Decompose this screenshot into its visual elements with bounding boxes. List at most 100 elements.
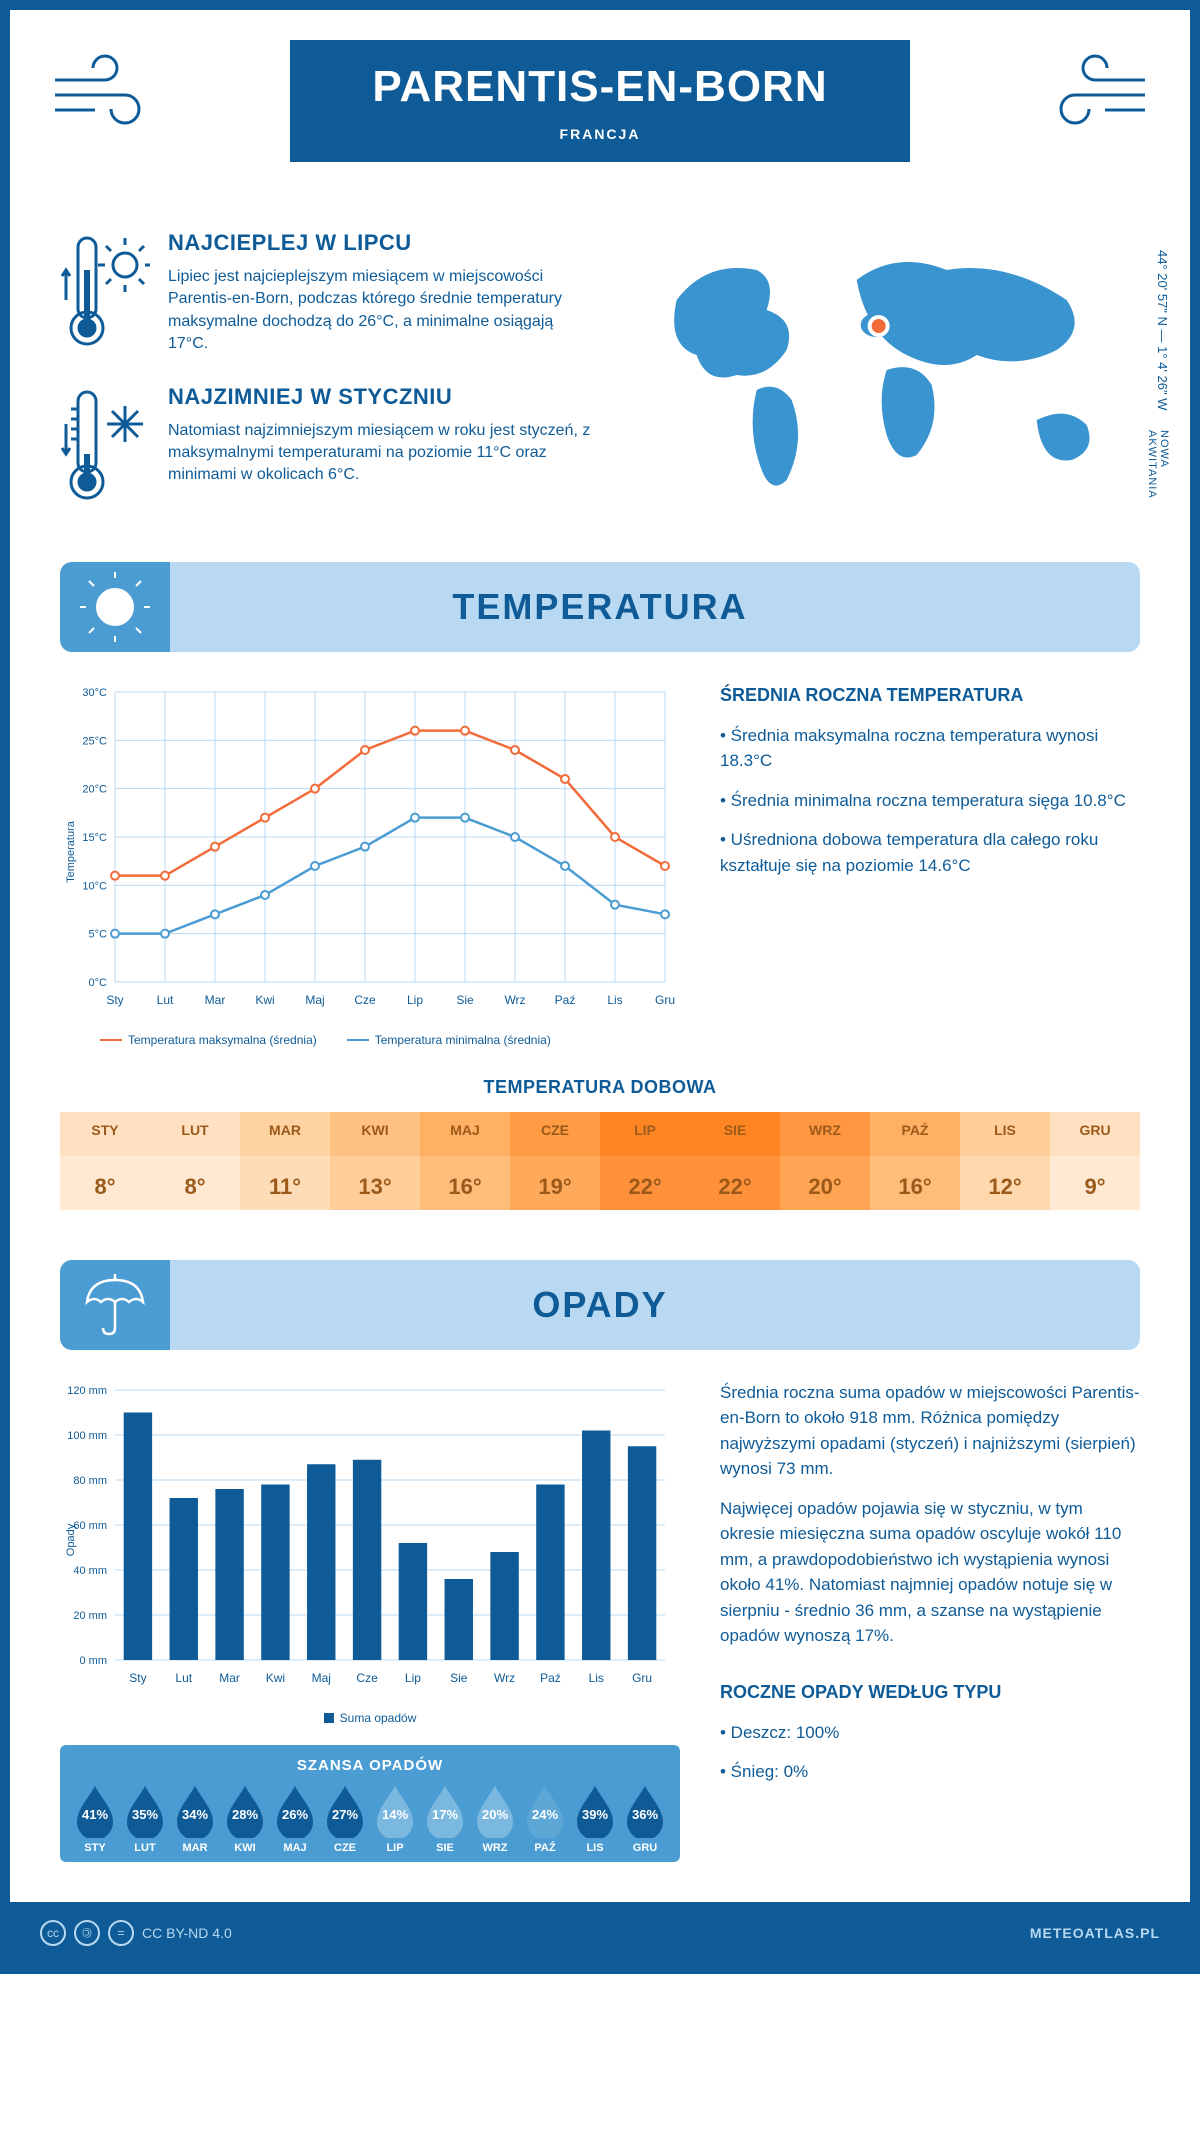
heat-month: MAJ	[420, 1112, 510, 1156]
svg-text:Maj: Maj	[312, 1671, 331, 1685]
svg-text:60 mm: 60 mm	[73, 1520, 107, 1532]
svg-text:80 mm: 80 mm	[73, 1475, 107, 1487]
heat-month: GRU	[1050, 1112, 1140, 1156]
precip-banner: OPADY	[60, 1260, 1140, 1350]
heat-month: CZE	[510, 1112, 600, 1156]
svg-text:Paź: Paź	[555, 993, 576, 1007]
cc-icon: cc	[40, 1920, 66, 1946]
infographic-container: PARENTIS-EN-BORN FRANCJA NAJCIEPLEJ W LI…	[0, 0, 1200, 1974]
heat-value: 16°	[870, 1156, 960, 1210]
svg-text:Wrz: Wrz	[494, 1671, 515, 1685]
svg-text:Lip: Lip	[407, 993, 423, 1007]
heat-value: 22°	[600, 1156, 690, 1210]
svg-text:20°C: 20°C	[82, 783, 107, 795]
heat-month: PAŹ	[870, 1112, 960, 1156]
heat-value: 9°	[1050, 1156, 1140, 1210]
region-label: NOWA AKWITANIA	[1146, 430, 1170, 532]
svg-text:Sty: Sty	[129, 1671, 146, 1685]
sun-icon	[60, 562, 170, 652]
precip-type-title: ROCZNE OPADY WEDŁUG TYPU	[720, 1679, 1140, 1706]
coordinates-label: 44° 20' 57" N — 1° 4' 26" W	[1155, 250, 1170, 410]
precip-title: OPADY	[532, 1284, 667, 1326]
hottest-block: NAJCIEPLEJ W LIPCU Lipiec jest najcieple…	[60, 230, 593, 356]
svg-text:25°C: 25°C	[82, 735, 107, 747]
coldest-block: NAJZIMNIEJ W STYCZNIU Natomiast najzimni…	[60, 384, 593, 504]
svg-text:Kwi: Kwi	[266, 1671, 285, 1685]
cold-text: Natomiast najzimniejszym miesiącem w rok…	[168, 420, 593, 487]
precip-row: 0 mm20 mm40 mm60 mm80 mm100 mm120 mmOpad…	[10, 1380, 1190, 1862]
chance-drop: 17%SIE	[420, 1784, 470, 1854]
precip-chart: 0 mm20 mm40 mm60 mm80 mm100 mm120 mmOpad…	[60, 1380, 680, 1862]
precip-legend: Suma opadów	[60, 1711, 680, 1725]
precip-t2: • Śnieg: 0%	[720, 1759, 1140, 1785]
heat-value: 8°	[60, 1156, 150, 1210]
world-map	[633, 230, 1140, 510]
legend-min: Temperatura minimalna (średnia)	[375, 1033, 551, 1047]
svg-text:Wrz: Wrz	[504, 993, 525, 1007]
heat-month: WRZ	[780, 1112, 870, 1156]
legend-precip: Suma opadów	[340, 1711, 417, 1725]
heat-month: LIP	[600, 1112, 690, 1156]
chance-drop: 41%STY	[70, 1784, 120, 1854]
svg-text:Sie: Sie	[456, 993, 474, 1007]
daily-temp-values: 8°8°11°13°16°19°22°22°20°16°12°9°	[10, 1156, 1190, 1210]
svg-text:0 mm: 0 mm	[80, 1655, 108, 1667]
svg-text:5°C: 5°C	[89, 928, 108, 940]
precip-t1: • Deszcz: 100%	[720, 1720, 1140, 1746]
precip-p2: Najwięcej opadów pojawia się w styczniu,…	[720, 1496, 1140, 1649]
svg-text:100 mm: 100 mm	[67, 1430, 107, 1442]
svg-text:Lut: Lut	[175, 1671, 192, 1685]
temperature-row: 0°C5°C10°C15°C20°C25°C30°CStyLutMarKwiMa…	[10, 682, 1190, 1047]
legend-max: Temperatura maksymalna (średnia)	[128, 1033, 317, 1047]
svg-text:Kwi: Kwi	[255, 993, 274, 1007]
svg-text:Temperatura: Temperatura	[65, 820, 77, 883]
nd-icon: =	[108, 1920, 134, 1946]
heat-value: 20°	[780, 1156, 870, 1210]
temperature-chart: 0°C5°C10°C15°C20°C25°C30°CStyLutMarKwiMa…	[60, 682, 680, 1047]
heat-value: 11°	[240, 1156, 330, 1210]
heat-month: LUT	[150, 1112, 240, 1156]
chance-drop: 35%LUT	[120, 1784, 170, 1854]
thermometer-hot-icon	[60, 230, 150, 350]
heat-month: STY	[60, 1112, 150, 1156]
svg-text:30°C: 30°C	[82, 687, 107, 699]
title-banner: PARENTIS-EN-BORN FRANCJA	[290, 40, 910, 162]
hot-title: NAJCIEPLEJ W LIPCU	[168, 230, 593, 256]
wind-icon-right	[1040, 50, 1150, 144]
hot-text: Lipiec jest najcieplejszym miesiącem w m…	[168, 266, 593, 356]
intro-section: NAJCIEPLEJ W LIPCU Lipiec jest najcieple…	[10, 230, 1190, 532]
chance-drop: 34%MAR	[170, 1784, 220, 1854]
svg-text:120 mm: 120 mm	[67, 1385, 107, 1397]
temperature-banner: TEMPERATURA	[60, 562, 1140, 652]
chance-drop: 27%CZE	[320, 1784, 370, 1854]
avg-temp-title: ŚREDNIA ROCZNA TEMPERATURA	[720, 682, 1140, 709]
temperature-text: ŚREDNIA ROCZNA TEMPERATURA • Średnia mak…	[720, 682, 1140, 1047]
svg-text:Cze: Cze	[356, 1671, 378, 1685]
svg-text:Cze: Cze	[354, 993, 376, 1007]
daily-temp-title: TEMPERATURA DOBOWA	[10, 1077, 1190, 1098]
chance-drops: 41%STY35%LUT34%MAR28%KWI26%MAJ27%CZE14%L…	[70, 1784, 670, 1854]
heat-month: LIS	[960, 1112, 1050, 1156]
chance-title: SZANSA OPADÓW	[70, 1757, 670, 1774]
heat-value: 22°	[690, 1156, 780, 1210]
header: PARENTIS-EN-BORN FRANCJA	[10, 10, 1190, 210]
license-text: CC BY-ND 4.0	[142, 1925, 232, 1941]
heat-value: 8°	[150, 1156, 240, 1210]
svg-text:40 mm: 40 mm	[73, 1565, 107, 1577]
svg-text:Mar: Mar	[205, 993, 226, 1007]
svg-text:Maj: Maj	[305, 993, 324, 1007]
avg-temp-b2: • Średnia minimalna roczna temperatura s…	[720, 788, 1140, 814]
svg-text:0°C: 0°C	[89, 977, 108, 989]
svg-text:Gru: Gru	[655, 993, 675, 1007]
svg-text:Gru: Gru	[632, 1671, 652, 1685]
svg-text:Sie: Sie	[450, 1671, 468, 1685]
intro-text-column: NAJCIEPLEJ W LIPCU Lipiec jest najcieple…	[60, 230, 593, 532]
heat-value: 13°	[330, 1156, 420, 1210]
precip-text: Średnia roczna suma opadów w miejscowośc…	[720, 1380, 1140, 1862]
daily-temp-months: STYLUTMARKWIMAJCZELIPSIEWRZPAŹLISGRU	[10, 1112, 1190, 1156]
svg-text:Lip: Lip	[405, 1671, 421, 1685]
svg-text:Opady: Opady	[65, 1523, 77, 1556]
avg-temp-b3: • Uśredniona dobowa temperatura dla całe…	[720, 827, 1140, 878]
heat-value: 19°	[510, 1156, 600, 1210]
svg-text:Sty: Sty	[106, 993, 123, 1007]
